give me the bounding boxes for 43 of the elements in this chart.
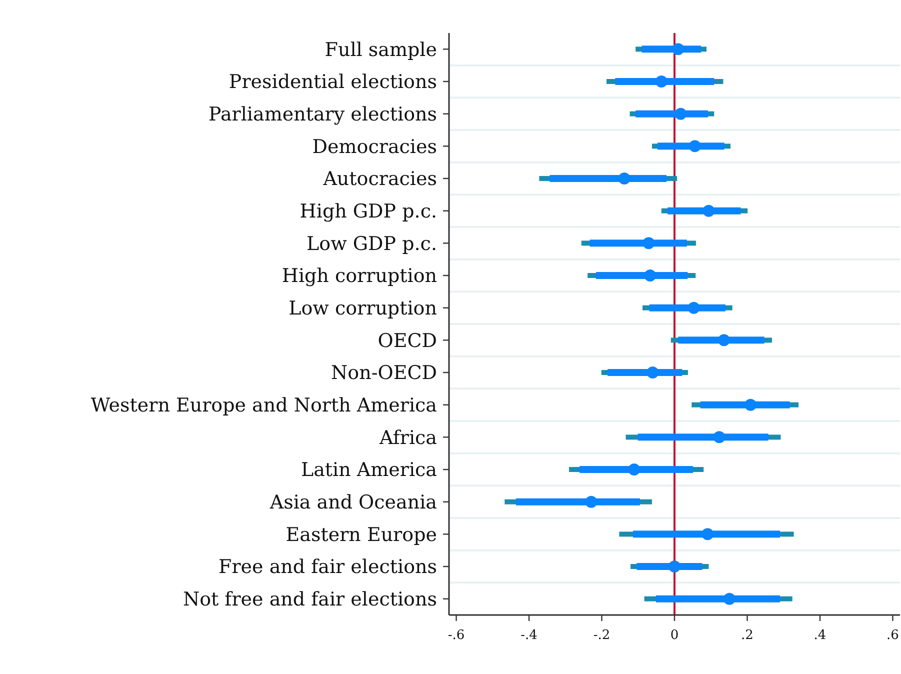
y-tick-label: Low GDP p.c. [306, 232, 437, 255]
point [702, 528, 714, 540]
point [744, 398, 757, 411]
x-tick-label: -.4 [520, 628, 538, 643]
point [642, 237, 655, 250]
y-tick-label: Latin America [300, 459, 437, 482]
point [718, 334, 730, 346]
x-tick-label: .6 [886, 628, 899, 643]
y-tick-label: High corruption [282, 265, 437, 288]
y-tick-label: Autocracies [322, 168, 437, 190]
point [723, 592, 736, 605]
x-tick-label: .4 [814, 628, 826, 643]
point [702, 204, 715, 217]
point [644, 270, 656, 282]
point [668, 560, 680, 572]
x-tick-label: -.6 [448, 628, 465, 643]
point [655, 76, 668, 88]
y-tick-label: Democracies [312, 136, 437, 158]
y-tick-label: OECD [378, 330, 437, 352]
point [628, 464, 640, 476]
y-tick-label: Free and fair elections [218, 556, 437, 578]
point [646, 366, 659, 378]
y-tick-label: Full sample [324, 38, 437, 61]
y-tick-label: Not free and fair elections [182, 588, 437, 610]
point [713, 431, 726, 444]
x-tick-label: -.2 [593, 628, 610, 643]
y-tick-label: Eastern Europe [286, 524, 437, 546]
point [674, 108, 687, 120]
y-tick-label: Non-OECD [331, 362, 437, 384]
y-tick-label: Africa [378, 426, 437, 449]
y-tick-label: Asia and Oceania [268, 491, 437, 514]
point [688, 140, 701, 152]
x-tick-label: .2 [741, 628, 754, 643]
y-tick-label: Parliamentary elections [208, 103, 437, 126]
y-tick-label: Presidential elections [228, 71, 437, 94]
point [585, 496, 598, 508]
point [672, 43, 684, 56]
y-tick-label: Low corruption [288, 297, 437, 320]
point [618, 172, 630, 184]
x-tick-label: 0 [670, 628, 679, 643]
y-tick-label: Western Europe and North America [90, 394, 437, 416]
point [688, 302, 700, 314]
y-tick-label: High GDP p.c. [300, 200, 437, 222]
